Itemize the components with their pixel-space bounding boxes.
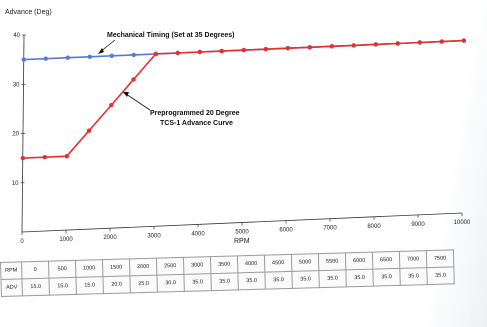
table-cell-adv: 15.0 (48, 277, 77, 296)
table-cell-rpm: 6500 (372, 251, 400, 270)
table-cell-adv: 15.0 (21, 278, 50, 296)
table-cell-rpm: 4000 (237, 255, 265, 273)
x-tick-label: 9000 (411, 222, 425, 228)
row-label-rpm: RPM (0, 261, 22, 280)
table-cell-adv: 35.0 (183, 273, 212, 292)
x-tick-label: 0 (20, 239, 24, 245)
axes (21, 34, 463, 233)
data-point (439, 39, 444, 44)
table-cell-rpm: 1500 (102, 258, 130, 277)
data-point (131, 77, 136, 82)
x-axis-label: RPM (234, 238, 250, 245)
table-cell-rpm: 3500 (210, 255, 238, 274)
data-point (109, 102, 114, 108)
data-point (43, 56, 48, 61)
x-tick-label: 1000 (59, 237, 73, 243)
data-point (153, 51, 158, 57)
x-tick-label: 3000 (147, 233, 161, 239)
data-point (395, 41, 400, 46)
y-tick-label: 30 (13, 82, 20, 88)
table-cell-rpm: 0 (21, 261, 49, 279)
table-cell-adv: 35.0 (426, 266, 455, 285)
data-point (285, 46, 290, 51)
table-cell-adv: 15.0 (75, 276, 104, 295)
table-cell-adv: 35.0 (372, 268, 401, 287)
table-cell-rpm: 7500 (426, 249, 454, 268)
annotation-mechanical-timing-arrowhead (98, 48, 104, 54)
annotation-tcs1-curve: Preprogrammed 20 Degree TCS-1 Advance Cu… (123, 92, 240, 127)
y-tick-label: 10 (12, 181, 19, 187)
table-cell-rpm: 3000 (183, 256, 211, 275)
data-point (219, 48, 224, 54)
data-point (241, 47, 246, 53)
table-cell-rpm: 5000 (291, 253, 319, 272)
table-cell-rpm: 1000 (75, 259, 103, 278)
table-cell-rpm: 2500 (156, 257, 184, 276)
y-tick-label: 40 (13, 33, 20, 39)
data-point (329, 44, 334, 49)
data-point (109, 53, 115, 58)
data-point (20, 155, 25, 161)
y-axis-label: Advance (Deg) (5, 9, 52, 16)
data-point (131, 52, 136, 58)
x-tick-label: 6000 (279, 228, 293, 234)
table-cell-adv: 35.0 (291, 270, 320, 289)
data-point (87, 54, 93, 59)
data-point (65, 55, 71, 60)
data-point (417, 40, 422, 45)
x-tick-label: 8000 (367, 224, 381, 230)
annotation-tcs1-text-line1: Preprogrammed 20 Degree (150, 110, 240, 117)
table-cell-adv: 35.0 (345, 269, 374, 287)
table-cell-rpm: 2000 (129, 258, 157, 276)
data-point (175, 50, 180, 56)
table-cell-rpm: 500 (48, 260, 76, 279)
table-cell-adv: 35.0 (237, 272, 266, 290)
data-point (42, 155, 47, 160)
table-cell-adv: 35.0 (264, 271, 293, 290)
annotation-tcs1-arrowhead (123, 92, 129, 97)
x-tick-label: 2000 (103, 235, 117, 241)
data-point (64, 154, 70, 159)
table-cell-adv: 25.0 (129, 275, 158, 293)
x-tick-label: 7000 (323, 226, 337, 232)
data-point (86, 128, 92, 133)
y-tick-label: 20 (12, 132, 19, 138)
table-cell-rpm: 6000 (345, 252, 373, 270)
annotation-tcs1-arrow (125, 93, 151, 111)
x-tick-label: 4000 (191, 231, 205, 237)
table-cell-adv: 20.0 (102, 275, 131, 294)
table-cell-adv: 35.0 (399, 267, 428, 286)
row-label-adv: ADV (0, 278, 23, 297)
annotation-mechanical-timing-text: Mechanical Timing (Set at 35 Degrees) (107, 32, 234, 39)
x-tick-label: 10000 (454, 220, 471, 226)
data-point (351, 43, 356, 48)
annotation-tcs1-text-line2: TCS-1 Advance Curve (160, 120, 233, 127)
table-cell-rpm: 4500 (264, 254, 292, 273)
table-cell-adv: 35.0 (210, 272, 239, 291)
data-point (461, 38, 466, 43)
data-point (373, 42, 378, 47)
data-point (197, 49, 202, 55)
series-tcs1-advance-curve (20, 38, 466, 161)
data-point (307, 45, 312, 50)
table-cell-rpm: 5500 (318, 252, 346, 271)
data-point (263, 47, 268, 52)
ticks: 0 1000 2000 3000 4000 5000 6000 7000 8000 9000 100… (12, 33, 471, 245)
table-cell-adv: 30.0 (156, 274, 185, 293)
table-cell-rpm: 7000 (399, 250, 427, 269)
table-cell-adv: 35.0 (318, 269, 347, 288)
annotation-mechanical-timing: Mechanical Timing (Set at 35 Degrees) (98, 32, 234, 54)
series-layer (20, 38, 466, 161)
x-tick-label: 5000 (235, 230, 249, 236)
data-point (21, 57, 26, 62)
